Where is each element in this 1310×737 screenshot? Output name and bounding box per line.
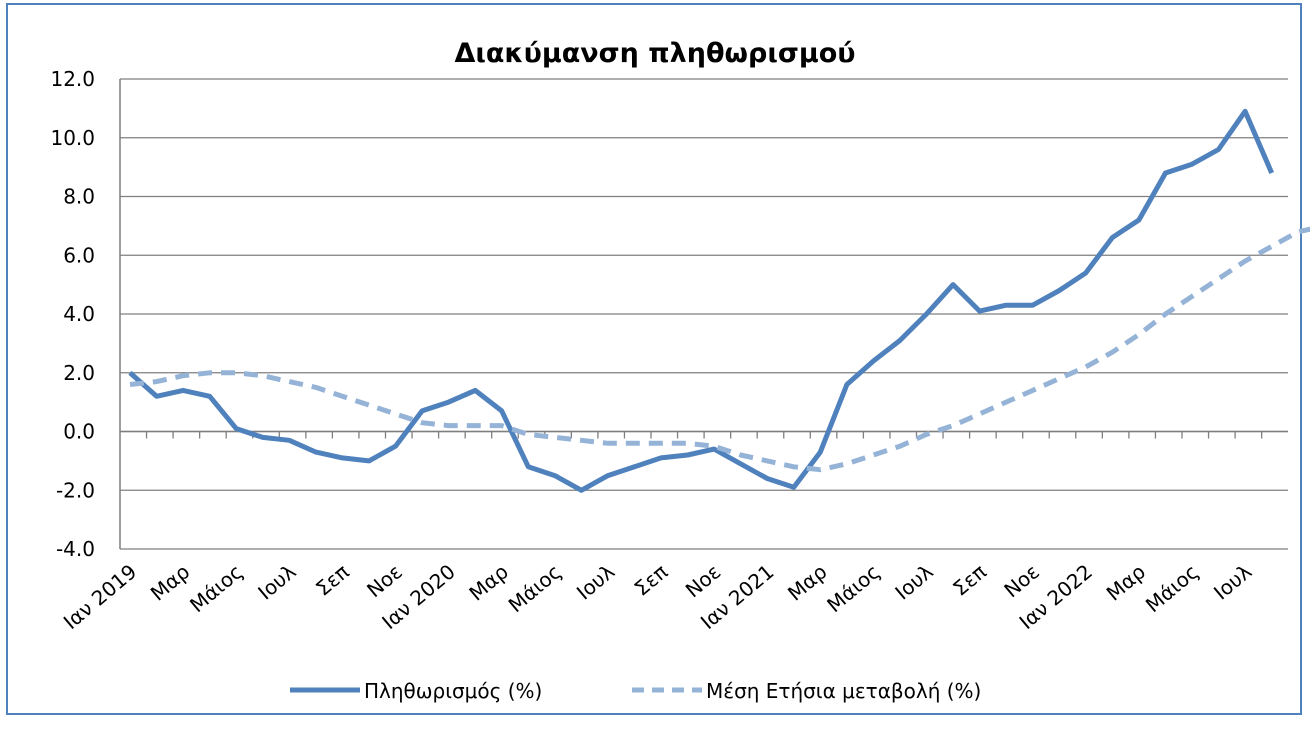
legend: Πληθωρισμός (%) Μέση Ετήσια μεταβολή (%) (290, 679, 981, 703)
grid-lines (120, 78, 1288, 550)
series-line-annual-average (129, 226, 1310, 473)
y-tick-label: 8.0 (63, 185, 95, 209)
y-tick-label: 12.0 (50, 67, 95, 91)
y-tick-label: 2.0 (63, 361, 95, 385)
x-tick-label: Σεπ (948, 559, 991, 600)
y-tick-label: 4.0 (63, 302, 95, 326)
y-tick-label: 0.0 (63, 420, 95, 444)
x-tick-label: Σεπ (630, 559, 673, 600)
x-tick-label: Μάιος (1141, 559, 1203, 617)
x-tick-label: Ιουλ (253, 559, 300, 604)
legend-label-inflation: Πληθωρισμός (%) (364, 679, 542, 703)
legend-label-annual-average: Μέση Ετήσια μεταβολή (%) (706, 679, 981, 703)
x-tick-label: Ιουλ (572, 559, 619, 604)
x-tick-label: Μάιος (504, 559, 566, 617)
series-line-inflation (128, 108, 1274, 493)
chart-title: Διακύμανση πληθωρισμού (454, 38, 855, 69)
x-tick-label: Ιαν 2019 (59, 559, 141, 634)
y-tick-label: 10.0 (50, 126, 95, 150)
series-group (128, 108, 1310, 493)
y-axis: 12.0 10.0 8.0 6.0 4.0 2.0 0.0 -2.0 -4.0 (50, 67, 121, 561)
y-tick-label: -2.0 (56, 478, 95, 502)
y-tick-label: -4.0 (56, 537, 95, 561)
x-tick-label: Μάιος (185, 559, 247, 617)
y-tick-label: 6.0 (63, 243, 95, 267)
x-tick-label: Ιουλ (1209, 559, 1256, 604)
x-tick-label: Μάιος (822, 559, 884, 617)
x-tick-label: Σεπ (311, 559, 354, 600)
chart-frame (6, 3, 1302, 715)
x-tick-label: Ιουλ (890, 559, 937, 604)
